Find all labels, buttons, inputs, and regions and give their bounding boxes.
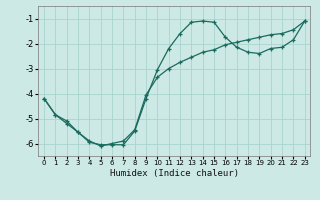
X-axis label: Humidex (Indice chaleur): Humidex (Indice chaleur)	[110, 169, 239, 178]
